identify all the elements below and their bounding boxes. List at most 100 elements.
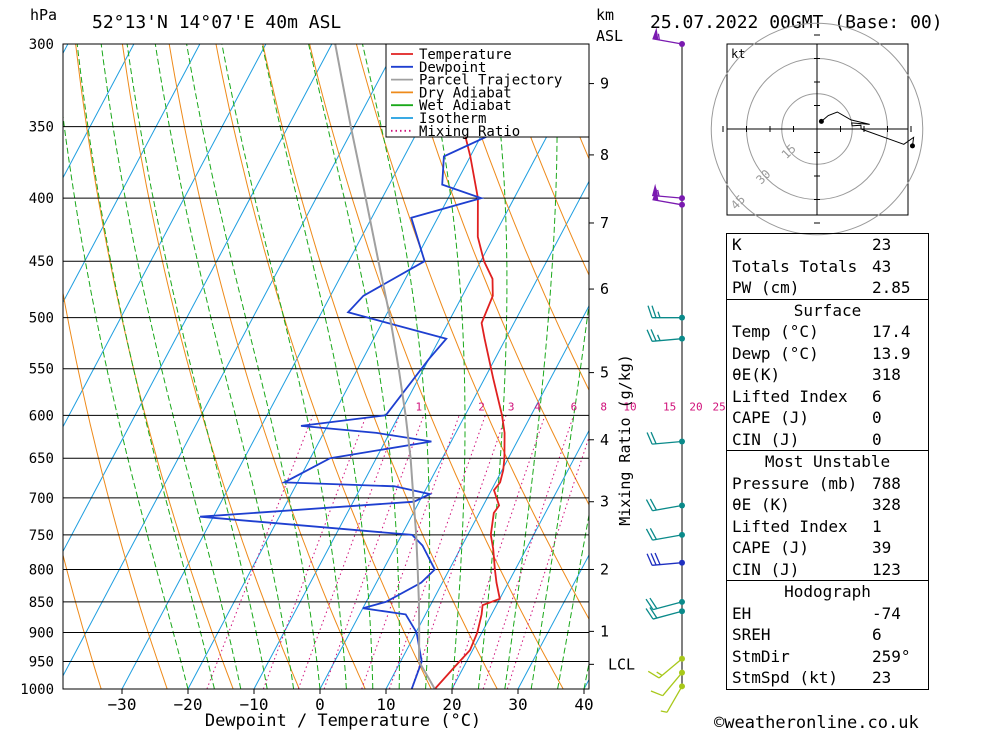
index-general-value: 2.85 <box>872 278 911 297</box>
indices-most-unstable: Most Unstable Pressure (mb) 788 θE (K) 328 L… <box>727 450 928 580</box>
plot-data-lines <box>200 44 506 689</box>
wind-level-marker <box>679 438 685 445</box>
pressure-tick-label: 300 <box>29 37 54 53</box>
index-hodograph-row: StmDir 259° <box>727 646 928 668</box>
index-hodograph-value: -74 <box>872 603 901 623</box>
wind-profile <box>645 27 685 713</box>
wind-barb <box>646 552 683 566</box>
index-surface-key: Temp (°C) <box>732 322 819 341</box>
index-most-unstable-key: CIN (J) <box>732 559 800 579</box>
x-axis-label: Dewpoint / Temperature (°C) <box>205 711 481 731</box>
index-most-unstable-value: 328 <box>872 495 901 514</box>
plot-frame <box>62 43 590 690</box>
index-surface-row: Dewp (°C) 13.9 <box>727 343 928 365</box>
legend-box <box>385 43 590 138</box>
mixing-ratio-line <box>482 415 575 689</box>
mixing-ratio-tick-label: 15 <box>663 400 676 413</box>
isotherm-line <box>451 429 589 689</box>
index-surface-row: CIN (J) 0 <box>727 429 928 451</box>
temperature-tick-label: −30 <box>108 695 137 714</box>
wind-barb <box>652 188 683 206</box>
pressure-tick-label: 550 <box>29 362 54 378</box>
index-most-unstable-row: θE (K) 328 <box>727 494 928 516</box>
wet-adiabat-line <box>261 44 374 689</box>
copyright-footer: ©weatheronline.co.uk <box>714 713 919 733</box>
pressure-tick-label: 700 <box>29 491 54 507</box>
isotherm-line <box>121 44 465 689</box>
index-surface-row: Lifted Index 6 <box>727 386 928 408</box>
hodograph-unit-label: kt <box>731 47 745 61</box>
index-most-unstable-value: 123 <box>872 559 901 579</box>
wind-barb <box>650 672 683 697</box>
pressure-tick-label: 500 <box>29 311 54 327</box>
index-most-unstable-key: Lifted Index <box>732 516 848 536</box>
mixing-ratio-tick-label: 4 <box>534 400 541 413</box>
legend-label: Dewpoint <box>419 60 486 76</box>
hpa-unit-label: hPa <box>30 6 57 24</box>
pressure-grid <box>63 43 589 690</box>
isotherm-line <box>385 304 589 689</box>
pressure-tick-label: 350 <box>29 120 54 136</box>
index-hodograph-value: 259° <box>872 646 911 666</box>
height-tick-label: 5 <box>600 364 609 382</box>
dry-adiabat-line <box>75 44 234 689</box>
dry-adiabat-line <box>309 44 564 689</box>
wet-adiabat-line <box>557 512 589 689</box>
indices-surface: Surface Temp (°C) 17.4 Dewp (°C) 13.9 θE(K) 3… <box>727 298 928 451</box>
index-general-row: K 23 <box>727 234 928 256</box>
temperature-tick-label: 10 <box>376 695 395 714</box>
wind-barb <box>647 305 682 319</box>
isotherm-line <box>63 44 135 179</box>
wet-adiabat-line <box>423 44 466 689</box>
temperature-tick-label: 0 <box>315 695 325 714</box>
pressure-tick-label: 750 <box>29 528 54 544</box>
isotherm-line <box>63 44 267 428</box>
km-unit-label: km <box>596 6 614 24</box>
height-tick-label: 8 <box>600 146 609 164</box>
wet-adiabat-line <box>76 44 215 689</box>
height-tick-label: 2 <box>600 560 609 578</box>
legend-label: Temperature <box>419 47 512 63</box>
dry-adiabat-line <box>965 44 1000 689</box>
index-most-unstable-key: θE (K) <box>732 495 790 514</box>
index-surface-row: θE(K) 318 <box>727 364 928 386</box>
wet-adiabat-line <box>221 44 347 689</box>
series-temperature <box>434 44 506 689</box>
legend-label: Wet Adiabat <box>419 98 512 114</box>
pressure-tick-label: 650 <box>29 451 54 467</box>
index-surface-value: 0 <box>872 429 882 449</box>
index-surface-key: Lifted Index <box>732 386 848 406</box>
wind-level-marker <box>679 335 685 342</box>
isotherm-line <box>517 553 589 689</box>
dry-adiabat-line <box>449 44 589 392</box>
mixing-ratio-line <box>506 435 589 689</box>
mixing-ratio-line <box>206 415 314 689</box>
isotherm-line <box>253 55 589 689</box>
indices-hodograph: Hodograph EH -74 SREH 6 StmDir 259° StmSpd (kt… <box>727 580 928 689</box>
index-most-unstable-value: 39 <box>872 538 892 557</box>
index-hodograph-value: 23 <box>872 668 892 687</box>
pressure-tick-label: 600 <box>29 408 54 424</box>
index-surface-key: CAPE (J) <box>732 408 810 427</box>
height-tick-label: 1 <box>600 622 609 640</box>
temperature-tick-label: −10 <box>240 695 269 714</box>
indices-hodograph-title: Hodograph <box>784 582 871 601</box>
index-surface-key: θE(K) <box>732 365 781 384</box>
legend-label: Mixing Ratio <box>419 124 520 140</box>
index-most-unstable-row: CIN (J) 123 <box>727 559 928 581</box>
temperature-tick-label: 20 <box>442 695 461 714</box>
index-most-unstable-row: Lifted Index 1 <box>727 516 928 538</box>
isotherm-line <box>63 44 201 304</box>
index-most-unstable-row: Pressure (mb) 788 <box>727 473 928 495</box>
hodograph-ring <box>710 22 924 236</box>
index-hodograph-row: StmSpd (kt) 23 <box>727 667 928 689</box>
index-hodograph-row: SREH 6 <box>727 624 928 646</box>
wind-barb <box>645 498 683 512</box>
index-surface-value: 17.4 <box>872 322 911 341</box>
wind-barb <box>652 27 683 45</box>
axes-labels: 1 2 3 4 6 8 10 15 20 2530035040045050055060065070… <box>20 37 725 714</box>
mixing-ratio-tick-label: 20 <box>689 400 702 413</box>
height-tick-label: 6 <box>600 280 609 298</box>
